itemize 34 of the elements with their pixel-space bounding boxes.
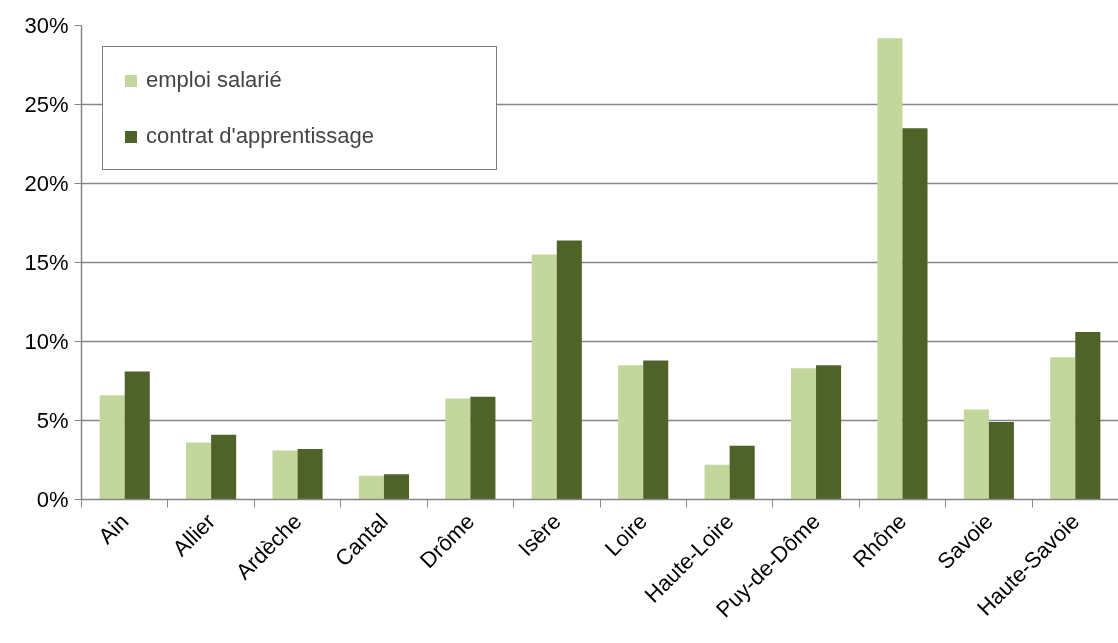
bar <box>729 445 755 500</box>
y-tick-label: 10% <box>24 329 69 354</box>
bar <box>124 371 150 500</box>
legend-label: emploi salarié <box>146 67 283 93</box>
y-tick-label: 25% <box>24 92 69 117</box>
bar <box>902 128 928 500</box>
bar <box>99 395 125 500</box>
bar <box>297 448 323 500</box>
bar <box>272 450 298 500</box>
bar <box>1075 332 1101 500</box>
legend-label: contrat d'apprentissage <box>146 123 375 149</box>
bar <box>963 409 989 500</box>
bar <box>383 474 410 500</box>
x-tick-label: Ain <box>93 508 134 549</box>
bar <box>445 398 471 500</box>
bar <box>643 360 669 500</box>
bar <box>358 475 384 500</box>
bar <box>704 464 730 500</box>
bar <box>618 365 644 500</box>
bar <box>556 240 582 500</box>
y-tick-label: 0% <box>36 487 69 512</box>
bar <box>186 442 212 500</box>
bar <box>1050 357 1076 500</box>
bar <box>470 396 496 500</box>
y-tick-label: 15% <box>24 250 69 275</box>
bar <box>988 422 1014 500</box>
y-tick-label: 5% <box>36 408 69 433</box>
bar <box>790 368 817 500</box>
bar <box>531 254 557 500</box>
bar <box>211 434 237 500</box>
bar <box>877 38 903 500</box>
y-tick-label: 30% <box>24 13 69 38</box>
y-tick-label: 20% <box>24 171 69 196</box>
bar <box>816 365 842 500</box>
